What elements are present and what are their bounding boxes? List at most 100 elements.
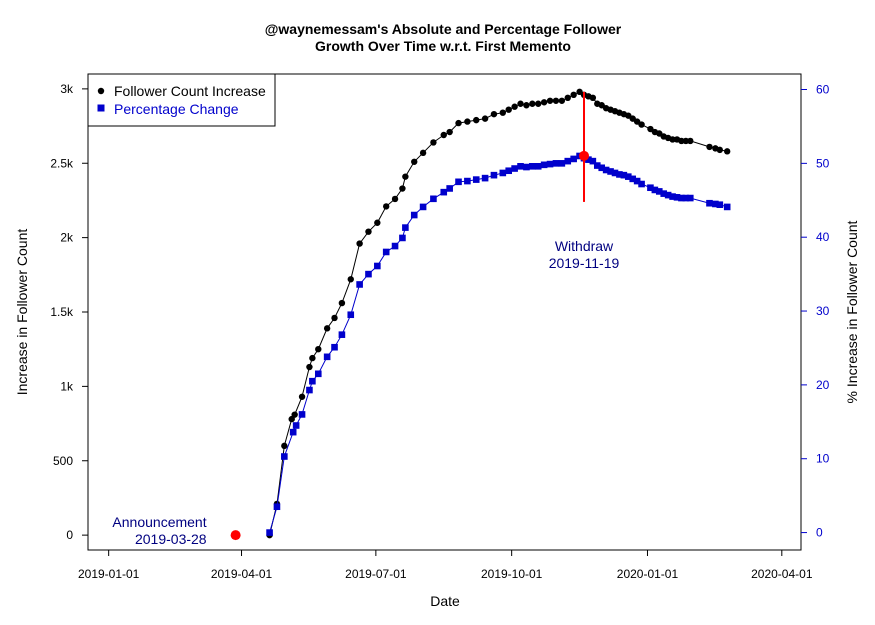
series-layer [266,88,731,539]
percentage-point [314,370,322,378]
x-axis-title: Date [430,593,460,609]
percentage-point [382,248,390,256]
percentage-point [570,155,577,163]
follower-point [558,97,566,104]
percentage-point [655,188,663,195]
follower-point [564,94,571,102]
legend-marker-follower [97,87,105,95]
follower-point [430,139,437,146]
percentage-point [298,411,306,418]
y-left-tick-label: 0 [66,528,73,542]
percentage-point [585,156,592,163]
follower-point [419,149,427,157]
y-right-tick-label: 30 [816,304,830,318]
follower-point [490,110,498,118]
percentage-point [517,163,524,170]
percentage-point [589,157,597,165]
follower-point [473,116,480,124]
percentage-point [593,162,601,169]
follower-point [399,185,406,192]
percentage-point [402,224,409,231]
y-left-tick-label: 3k [60,82,74,96]
legend-label-follower: Follower Count Increase [114,83,266,99]
follower-point [638,121,645,128]
percentage-point [374,262,381,270]
y-right-tick-label: 40 [816,230,830,244]
legend-box [87,73,276,127]
percentage-point [281,453,288,460]
follower-point [331,314,338,322]
announcement-label: Announcement [112,514,206,530]
percentage-point [620,171,628,179]
follower-point [306,363,313,371]
y-right-tick-label: 20 [816,378,830,392]
percentage-point [306,386,313,394]
percentage-point [616,171,623,178]
follower-point [505,106,512,113]
percentage-point [331,343,338,351]
follower-point [481,115,489,122]
percentage-point [638,180,645,188]
chart-title-line-1: @waynemessam's Absolute and Percentage F… [265,21,622,37]
percentage-point [472,176,480,183]
percentage-point [440,188,448,196]
follower-point [281,442,288,450]
follower-point [323,325,331,332]
percentage-point [598,164,606,172]
percentage-point [446,185,453,192]
percentage-point [292,422,300,429]
percentage-point [266,529,273,536]
percentage-point [490,171,498,179]
percentage-point [712,200,719,208]
percentage-point [430,195,437,203]
x-tick-label: 2020-01-01 [617,567,679,581]
percentage-point [289,428,297,436]
follower-point [402,173,409,180]
y-left-tick-label: 500 [53,454,73,468]
follower-point [529,100,536,107]
follower-point [455,119,462,127]
percentage-point [706,199,713,207]
legend-marker-percentage [97,104,105,112]
x-tick-label: 2019-04-01 [211,567,273,581]
percentage-point [529,163,536,170]
y-left-tick-label: 2.5k [50,156,74,170]
follower-point [552,97,560,104]
follower-point [723,148,731,155]
follower-point [338,299,346,307]
follower-point [347,276,354,283]
percentage-point [607,168,614,175]
percentage-point [323,353,331,361]
percentage-point [347,311,355,319]
x-tick-label: 2019-10-01 [481,567,543,581]
y-axis-right-title: % Increase in Follower Count [844,220,860,403]
follower-point [716,146,724,154]
percentage-point [647,184,654,192]
follower-point [440,131,447,139]
withdraw-marker [579,150,589,161]
y-left-tick-label: 1.5k [50,305,74,319]
percentage-point [552,160,560,167]
follower-point [540,99,548,106]
percentage-point [651,186,659,194]
y-left-tick-label: 1k [60,379,74,393]
x-tick-label: 2019-07-01 [345,567,407,581]
announcement-date-label: 2019-03-28 [135,531,207,547]
announcement-marker [230,530,241,541]
percentage-point [540,161,548,169]
follower-point [309,354,316,362]
percentage-point [410,211,418,219]
percentage-point [629,175,637,183]
x-axis: 2019-01-01 2019-04-01 2019-07-01 2019-10-01… [78,550,813,581]
follower-point [570,91,577,99]
follower-point [411,158,418,165]
percentage-point [365,270,372,278]
percentage-point [682,194,690,202]
follower-point [669,136,676,143]
percentage-point [499,169,507,177]
legend: Follower Count Increase Percentage Chang… [87,73,276,127]
follower-point [535,100,542,107]
percentage-point [624,173,632,180]
